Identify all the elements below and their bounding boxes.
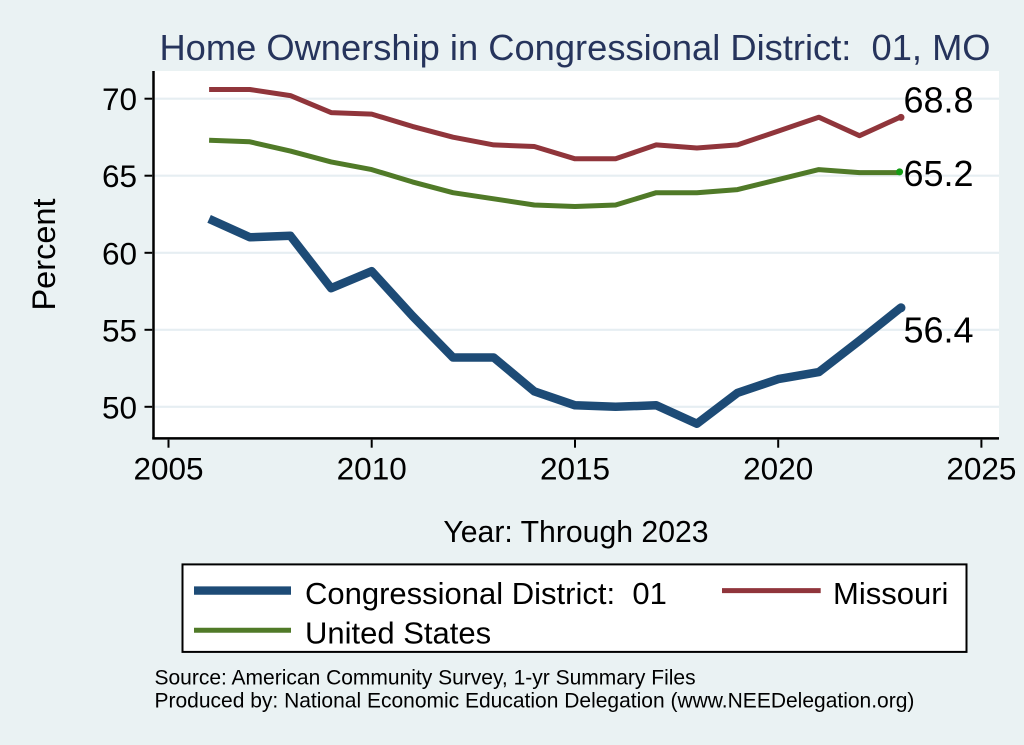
svg-text:60: 60 — [102, 235, 137, 271]
svg-text:Percent: Percent — [26, 198, 62, 310]
svg-text:65: 65 — [102, 158, 137, 194]
svg-text:2020: 2020 — [743, 451, 813, 487]
svg-text:2010: 2010 — [337, 451, 407, 487]
svg-text:Missouri: Missouri — [833, 576, 948, 611]
svg-text:Produced by: National Economic: Produced by: National Economic Education… — [155, 690, 915, 713]
svg-text:Home Ownership in Congressiona: Home Ownership in Congressional District… — [159, 27, 990, 68]
svg-text:Congressional District: 01: Congressional District: 01 — [305, 576, 667, 611]
svg-text:2005: 2005 — [133, 451, 203, 487]
svg-text:2015: 2015 — [540, 451, 610, 487]
svg-text:56.4: 56.4 — [904, 310, 974, 351]
svg-text:Source: American Community Sur: Source: American Community Survey, 1-yr … — [155, 666, 696, 689]
svg-text:65.2: 65.2 — [904, 153, 974, 194]
svg-text:2025: 2025 — [946, 451, 1016, 487]
svg-text:United States: United States — [305, 616, 491, 651]
svg-text:68.8: 68.8 — [904, 80, 974, 121]
svg-text:Year: Through 2023: Year: Through 2023 — [443, 516, 708, 549]
svg-text:50: 50 — [102, 389, 137, 425]
svg-text:55: 55 — [102, 312, 137, 348]
svg-text:70: 70 — [102, 81, 137, 117]
